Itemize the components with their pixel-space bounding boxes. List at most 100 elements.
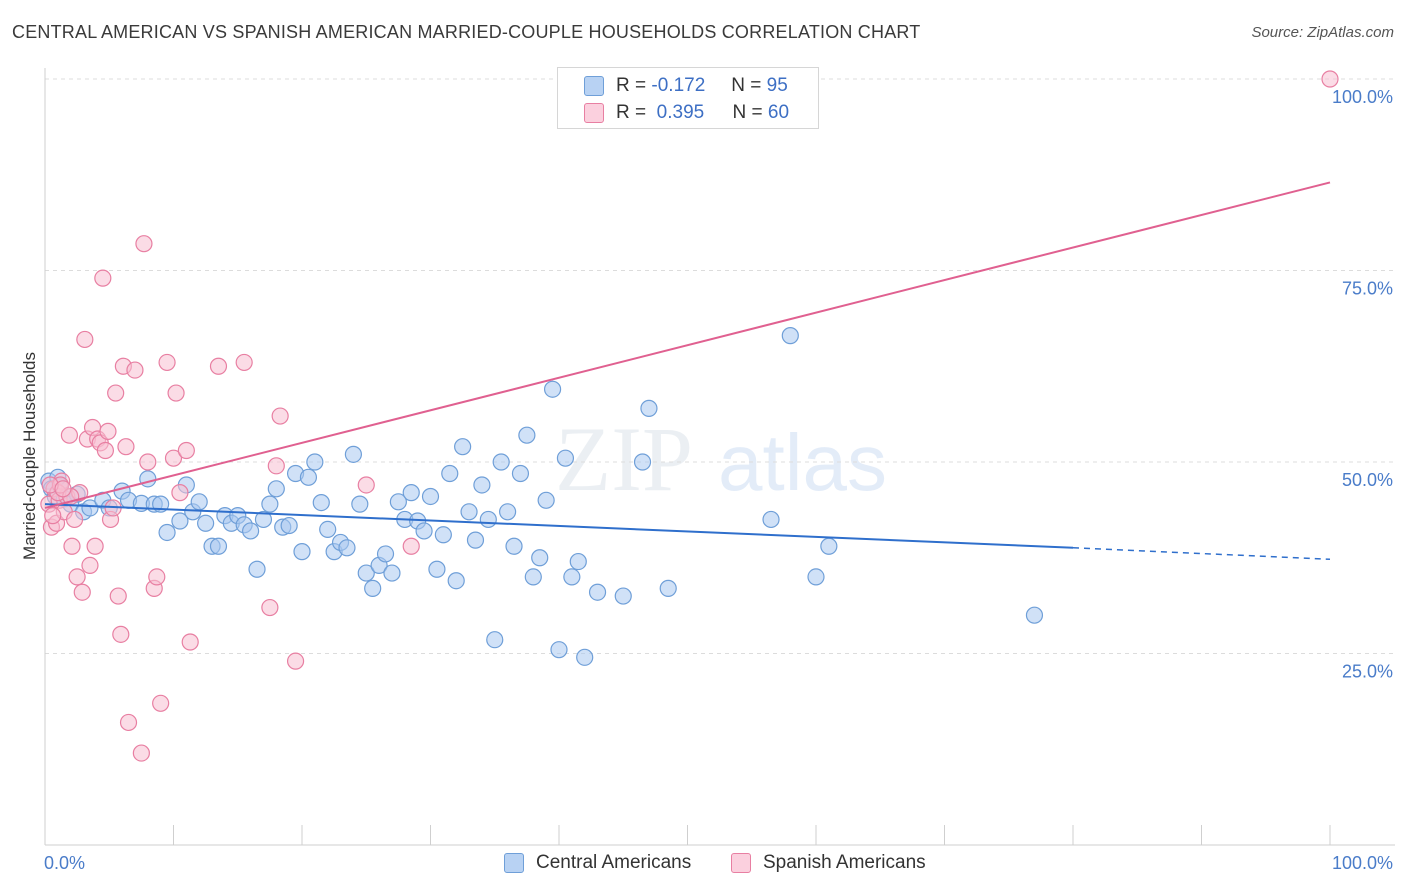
data-point-spanish-american xyxy=(148,568,166,586)
data-point-central-american xyxy=(447,572,465,590)
blue-n-value: 95 xyxy=(766,75,788,96)
data-point-spanish-american xyxy=(267,457,285,475)
x-tick-labels: 0.0% 100.0% xyxy=(44,853,1393,873)
data-point-spanish-american xyxy=(1321,70,1339,88)
data-point-central-american xyxy=(338,539,356,557)
data-point-central-american xyxy=(499,503,517,521)
data-point-spanish-american xyxy=(109,587,127,605)
data-point-spanish-american xyxy=(94,269,112,287)
data-point-central-american xyxy=(383,564,401,582)
series-spanish-americans xyxy=(40,70,1339,762)
pink-swatch xyxy=(584,103,604,123)
watermark: ZIP atlas xyxy=(555,408,887,510)
data-point-spanish-american xyxy=(65,510,84,529)
data-point-central-american xyxy=(197,514,215,532)
data-point-central-american xyxy=(421,487,440,506)
y-tick-label: 75.0% xyxy=(1342,279,1393,299)
data-point-central-american xyxy=(299,468,318,486)
data-point-central-american xyxy=(505,537,523,555)
data-point-central-american xyxy=(543,380,562,398)
data-point-spanish-american xyxy=(286,652,305,670)
data-point-spanish-american xyxy=(99,422,117,440)
data-point-central-american xyxy=(633,453,652,471)
data-point-spanish-american xyxy=(167,384,185,402)
data-point-central-american xyxy=(781,327,799,345)
svg-text:atlas: atlas xyxy=(718,418,887,507)
data-point-central-american xyxy=(1025,606,1044,624)
pink-n-value: 60 xyxy=(767,102,790,123)
data-point-central-american xyxy=(640,399,658,417)
data-point-central-american xyxy=(158,523,176,542)
legend-row-blue: R = -0.172 N = 95 xyxy=(584,74,788,98)
data-point-spanish-american xyxy=(126,361,144,379)
data-point-spanish-american xyxy=(271,407,289,425)
data-point-central-american xyxy=(248,560,266,578)
trend-line-spanish-americans xyxy=(44,181,1331,509)
spanish-americans-label: Spanish Americans xyxy=(763,852,926,873)
data-point-spanish-american xyxy=(235,353,253,372)
data-point-spanish-american xyxy=(357,476,375,494)
data-point-central-american xyxy=(81,499,99,517)
bottom-legend-spanish-americans: Spanish Americans xyxy=(731,852,926,874)
data-point-central-american xyxy=(556,449,575,467)
data-point-spanish-american xyxy=(177,441,195,460)
data-point-central-american xyxy=(460,503,478,521)
data-point-central-american xyxy=(820,537,838,555)
data-point-central-american xyxy=(344,445,362,463)
data-point-spanish-american xyxy=(86,537,104,555)
data-point-central-american xyxy=(319,520,337,539)
n-label: N = xyxy=(731,75,762,96)
pink-legend-swatch xyxy=(731,853,751,873)
trend-line-central-americans xyxy=(44,503,1074,549)
data-point-central-american xyxy=(486,631,504,649)
data-point-spanish-american xyxy=(171,484,189,502)
y-tick-label: 50.0% xyxy=(1342,470,1393,490)
x-tick-label: 0.0% xyxy=(44,853,85,873)
data-point-central-american xyxy=(576,648,594,666)
data-point-spanish-american xyxy=(181,633,199,651)
data-point-central-american xyxy=(492,453,510,471)
source-label: Source: ZipAtlas.com xyxy=(1251,24,1394,41)
data-point-central-american xyxy=(415,522,433,540)
correlation-legend: R = -0.172 N = 95 R = 0.395 N = 60 xyxy=(557,67,819,129)
r-label: R = xyxy=(616,75,647,96)
data-point-spanish-american xyxy=(60,426,79,444)
data-point-spanish-american xyxy=(139,453,157,471)
data-point-spanish-american xyxy=(402,537,420,555)
series-central-americans xyxy=(40,327,1044,666)
chart-title: CENTRAL AMERICAN VS SPANISH AMERICAN MAR… xyxy=(12,22,921,42)
data-point-central-american xyxy=(312,493,330,512)
data-point-central-american xyxy=(357,564,375,582)
data-point-central-american xyxy=(376,545,395,563)
data-point-central-american xyxy=(511,464,530,483)
y-tick-label: 100.0% xyxy=(1332,87,1393,107)
data-point-central-american xyxy=(280,516,298,535)
data-point-central-american xyxy=(402,484,420,502)
blue-r-value: -0.172 xyxy=(651,75,706,96)
y-tick-labels: 25.0% 50.0% 75.0% 100.0% xyxy=(1332,87,1393,682)
blue-swatch xyxy=(584,76,604,96)
data-point-central-american xyxy=(441,464,459,483)
data-point-spanish-american xyxy=(132,744,150,762)
data-point-spanish-american xyxy=(119,713,138,732)
blue-legend-swatch xyxy=(504,853,524,873)
trend-lines xyxy=(44,181,1331,561)
data-point-spanish-american xyxy=(117,438,135,456)
data-point-spanish-american xyxy=(81,556,99,575)
data-point-central-american xyxy=(473,476,491,494)
trend-line-central-americans-extension xyxy=(1072,547,1331,561)
data-point-central-american xyxy=(261,495,279,513)
legend-row-pink: R = 0.395 N = 60 xyxy=(584,101,789,125)
data-point-central-american xyxy=(209,537,228,555)
svg-text:ZIP: ZIP xyxy=(555,408,693,510)
data-point-central-american xyxy=(518,426,536,444)
data-point-central-american xyxy=(762,510,780,529)
data-point-spanish-american xyxy=(158,353,176,372)
central-americans-label: Central Americans xyxy=(536,852,692,873)
data-point-central-american xyxy=(190,493,208,511)
data-point-spanish-american xyxy=(73,583,91,601)
data-point-spanish-american xyxy=(63,537,81,555)
data-point-spanish-american xyxy=(107,384,125,402)
bottom-legend-central-americans: Central Americans xyxy=(504,852,691,874)
